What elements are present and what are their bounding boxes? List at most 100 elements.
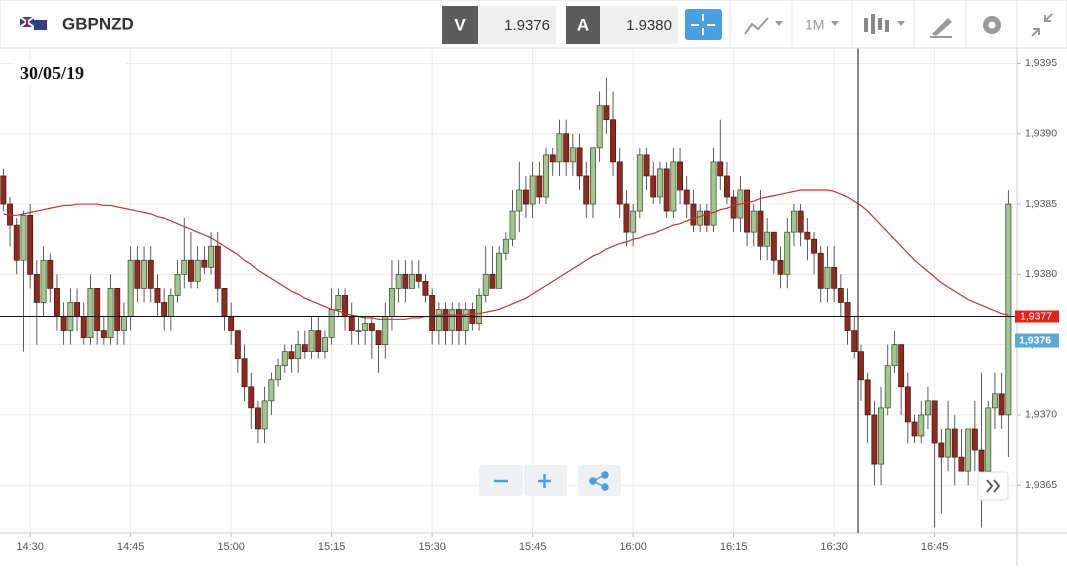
candle-body [610, 119, 617, 163]
candle-body [616, 161, 623, 205]
bid-button[interactable] [442, 6, 478, 44]
candle-body [878, 407, 885, 465]
candle-body [275, 365, 282, 381]
candle-body [167, 295, 174, 317]
candle-body [630, 210, 637, 233]
chart-type-button[interactable] [864, 14, 905, 34]
candle-body [831, 266, 838, 289]
y-tick-label: 1,9380 [1025, 268, 1057, 280]
collapse-button[interactable] [1031, 13, 1053, 37]
candle-body [764, 231, 771, 247]
timeframe[interactable]: 1M [805, 17, 824, 33]
candle-body [449, 309, 456, 331]
candle-body [288, 351, 295, 360]
x-tick-label: 16:00 [619, 541, 647, 553]
candle-body [409, 273, 416, 289]
candle-body [777, 259, 784, 275]
candle-body [549, 154, 556, 163]
candle-body [308, 330, 315, 353]
candle-body [281, 351, 288, 367]
bid-box [478, 6, 556, 44]
candle-body [797, 210, 804, 233]
candle-body [134, 259, 141, 289]
drawing-button[interactable] [930, 18, 952, 38]
y-tick-label: 1,9390 [1025, 128, 1057, 140]
candle-body [476, 295, 483, 324]
candle-body [945, 428, 952, 458]
candle-body [295, 344, 302, 360]
candle-body [154, 288, 161, 303]
candle-body [697, 210, 704, 226]
candle-body [931, 400, 938, 444]
candle-body [864, 379, 871, 416]
candle-body [107, 288, 114, 338]
candle-body [516, 189, 523, 212]
candle-body [174, 273, 181, 296]
candle-body [770, 231, 777, 261]
candle-body [650, 175, 657, 198]
candle-body [978, 449, 985, 472]
share-button[interactable] [578, 465, 621, 496]
candle-body [228, 316, 235, 331]
candle-body [898, 344, 905, 388]
candle-body [717, 161, 724, 177]
candle-body [730, 196, 737, 219]
candle-body [569, 147, 576, 163]
candle-body [750, 210, 757, 233]
candle-body [924, 400, 931, 416]
candle-body [670, 161, 677, 212]
candle-body [991, 393, 998, 409]
candle-body [221, 288, 228, 317]
candle-body [938, 442, 945, 458]
candle-body [100, 330, 107, 338]
ask-button[interactable] [566, 6, 600, 44]
settings-button[interactable] [983, 16, 1001, 34]
candle-body [188, 259, 194, 282]
x-tick-label: 16:15 [720, 541, 748, 553]
candle-body [80, 316, 87, 338]
candle-body [971, 428, 978, 451]
candle-body [543, 154, 550, 198]
flag [19, 16, 47, 30]
x-tick-label: 16:30 [820, 541, 848, 553]
candle-body [201, 259, 208, 268]
candle-body [181, 259, 188, 275]
candle-body [891, 344, 898, 367]
candle-body [415, 273, 422, 282]
candle-body [194, 259, 201, 282]
candle-body [677, 161, 684, 191]
candle-body [857, 351, 864, 381]
candle-body [1005, 203, 1012, 416]
candle-body [556, 133, 563, 163]
x-tick-label: 16:45 [921, 541, 949, 553]
crosshair-button[interactable] [685, 9, 722, 40]
candle-body [623, 203, 630, 233]
candle-body [643, 154, 650, 177]
candle-body [27, 214, 34, 275]
candle-body [382, 316, 389, 345]
bid-price-tag [1015, 333, 1059, 348]
candle-body [435, 309, 442, 331]
ask-box [600, 6, 678, 44]
candle-body [389, 288, 395, 317]
y-tick-label: 1,9370 [1025, 409, 1057, 421]
candle-body [208, 245, 214, 268]
candle-body [790, 210, 797, 233]
candle-body [690, 203, 697, 226]
candle-body [368, 323, 375, 331]
candle-body [811, 238, 818, 254]
candle-body [462, 309, 469, 331]
candle-body [536, 175, 543, 198]
candle-body [268, 379, 275, 402]
zoom-controls [479, 465, 621, 496]
candle-body [723, 175, 730, 198]
candle-body [871, 414, 878, 465]
indicator-button[interactable] [744, 17, 783, 35]
candle-body [757, 210, 764, 247]
candle-body [87, 288, 94, 338]
plot: 1,93651,93701,93751,93801,93851,93901,93… [0, 48, 1067, 565]
candle-body [315, 330, 322, 353]
candle-body [362, 323, 369, 331]
candle-body [40, 259, 47, 303]
